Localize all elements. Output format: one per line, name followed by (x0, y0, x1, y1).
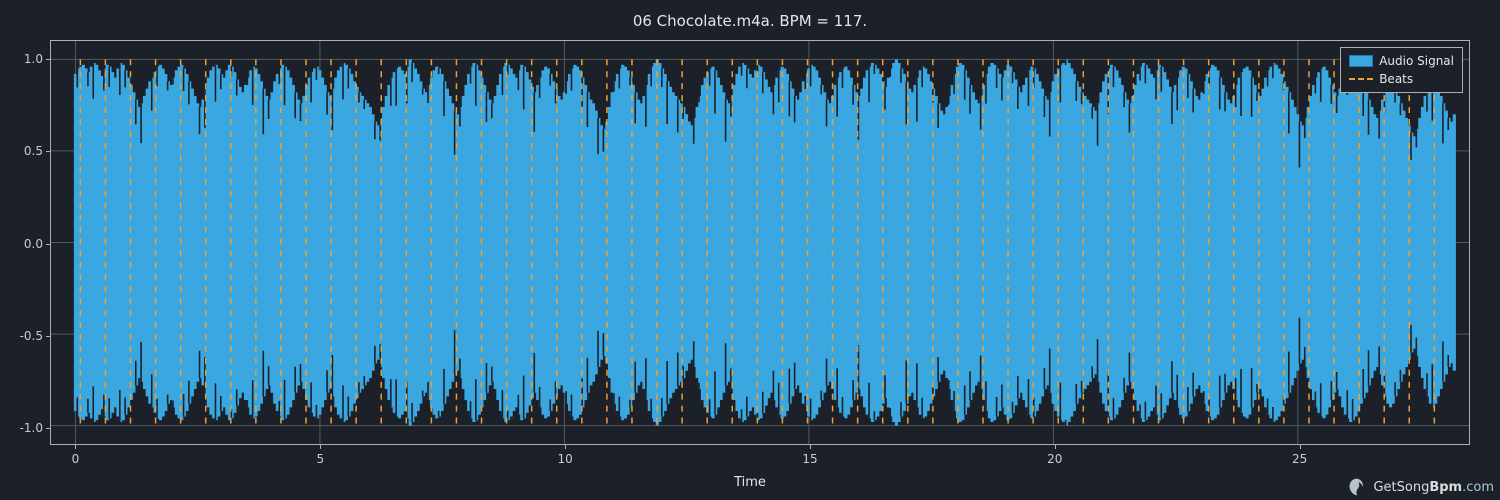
watermark: GetSongBpm.com (1347, 477, 1494, 497)
legend-swatch-beats (1349, 78, 1373, 80)
x-tick-label: 15 (802, 452, 817, 466)
x-tick-label: 0 (72, 452, 80, 466)
y-tick-label: -0.5 (20, 329, 43, 343)
x-tick-label: 5 (316, 452, 324, 466)
waveform-svg (51, 41, 1469, 444)
legend-swatch-audio (1349, 55, 1373, 67)
watermark-suffix: .com (1462, 480, 1494, 495)
x-tick-label: 25 (1292, 452, 1307, 466)
x-tick-label: 20 (1047, 452, 1062, 466)
legend-label-beats: Beats (1379, 72, 1413, 86)
logo-icon (1347, 477, 1367, 497)
y-tick-label: 1.0 (24, 52, 43, 66)
legend: Audio Signal Beats (1340, 47, 1463, 93)
y-tick-label: 0.0 (24, 237, 43, 251)
legend-label-audio: Audio Signal (1379, 54, 1454, 68)
legend-item-audio: Audio Signal (1349, 52, 1454, 70)
chart-title: 06 Chocolate.m4a. BPM = 117. (0, 12, 1500, 30)
legend-item-beats: Beats (1349, 70, 1454, 88)
y-tick-label: 0.5 (24, 144, 43, 158)
watermark-bold: Bpm (1429, 480, 1462, 495)
y-tick-label: -1.0 (20, 421, 43, 435)
plot-area: Audio Signal Beats -1.0-0.50.00.51.0 051… (50, 40, 1470, 445)
watermark-prefix: GetSong (1373, 480, 1429, 495)
x-tick-label: 10 (557, 452, 572, 466)
figure: 06 Chocolate.m4a. BPM = 117. Audio Signa… (0, 0, 1500, 500)
x-axis-label: Time (0, 475, 1500, 490)
